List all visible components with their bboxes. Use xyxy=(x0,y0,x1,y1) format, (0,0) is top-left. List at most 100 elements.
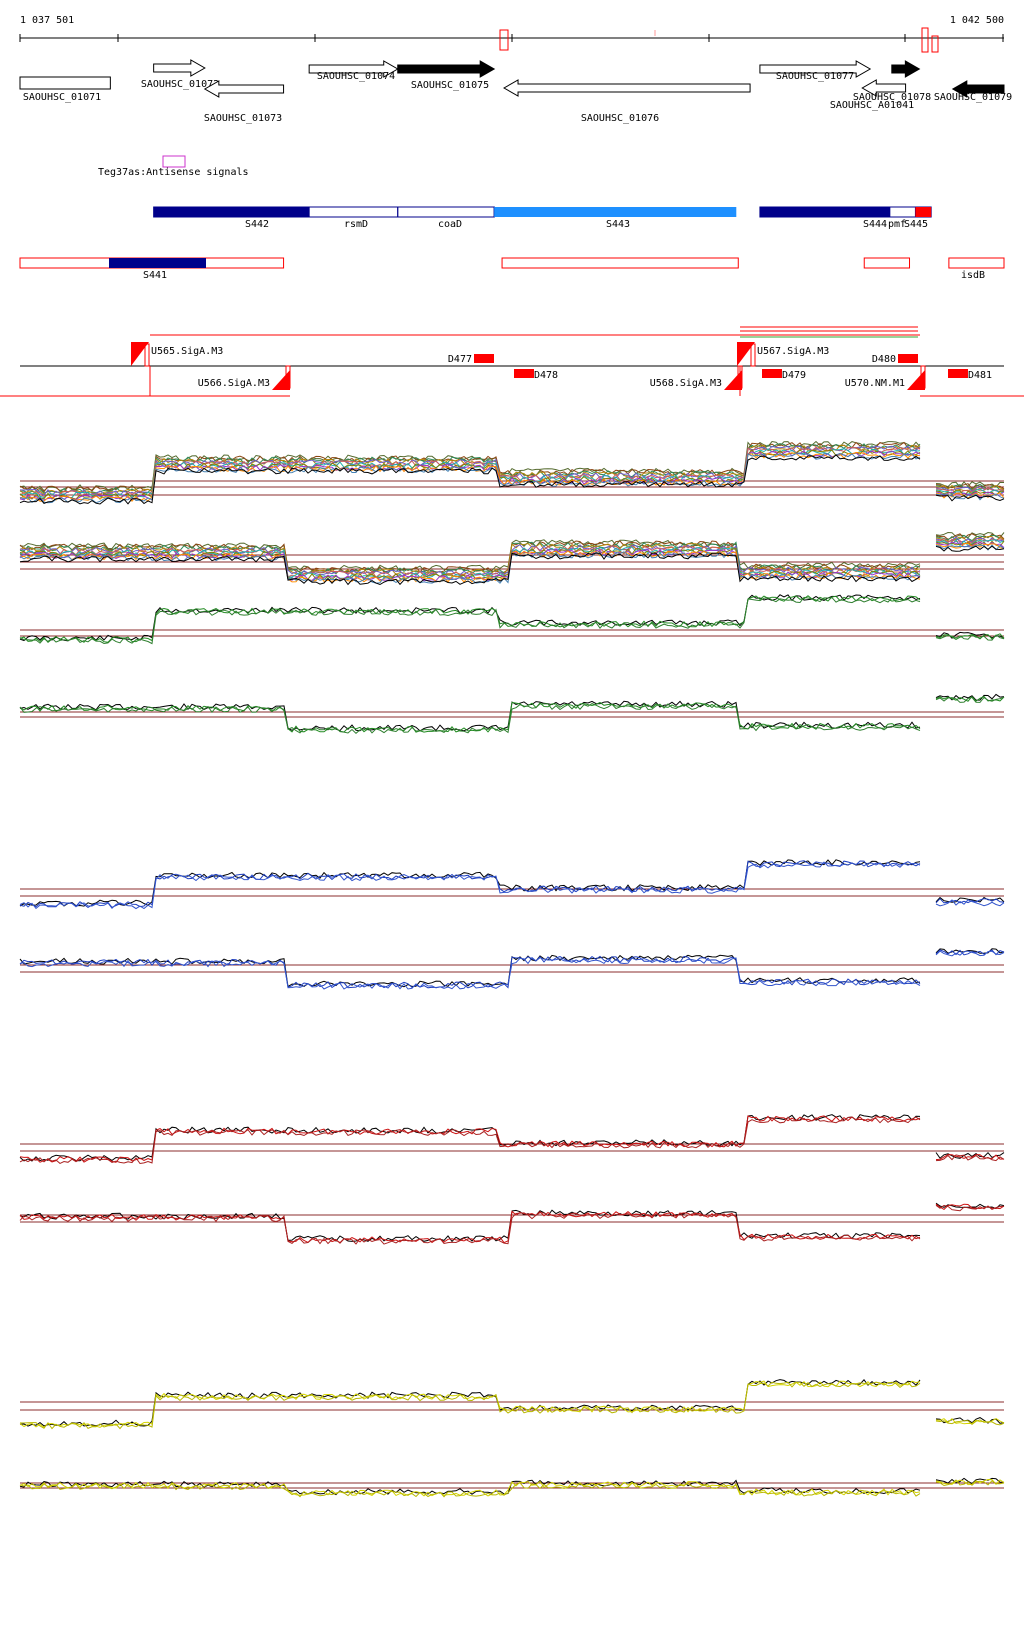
signal-trace xyxy=(19,1116,921,1165)
signal-panel xyxy=(19,531,1005,586)
signal-trace xyxy=(935,1202,1005,1210)
signal-trace xyxy=(19,1114,921,1162)
signal-trace xyxy=(935,540,1005,547)
signal-trace xyxy=(19,955,921,989)
segment-block xyxy=(759,207,890,217)
gene-arrow xyxy=(308,60,399,78)
signal-trace xyxy=(19,861,921,910)
signal-trace xyxy=(935,486,1005,493)
terminator-block xyxy=(474,354,494,363)
segment-block xyxy=(915,207,932,217)
signal-trace xyxy=(935,1479,1005,1487)
signal-trace xyxy=(935,537,1005,545)
signal-trace xyxy=(935,950,1005,957)
segment-label: S442 xyxy=(245,219,269,230)
promoter-label: U570.NM.M1 xyxy=(845,378,905,389)
signal-trace xyxy=(935,1154,1005,1161)
gene-label: SAOUHSC_01075 xyxy=(411,80,489,91)
signal-panel xyxy=(19,1379,1005,1430)
signal-panel xyxy=(19,1477,1005,1498)
signal-trace xyxy=(935,481,1005,489)
terminator-block xyxy=(898,354,918,363)
signal-trace xyxy=(935,633,1005,640)
promoter-mark xyxy=(724,370,742,390)
promoter-mark xyxy=(131,342,149,366)
signal-trace xyxy=(935,897,1005,904)
promoter-stem xyxy=(750,343,756,367)
signal-trace xyxy=(935,693,1005,701)
signal-trace xyxy=(935,899,1005,907)
segment-label: rsmD xyxy=(344,219,368,230)
signal-trace xyxy=(19,1381,921,1430)
gene-arrow xyxy=(861,79,907,97)
signal-trace xyxy=(935,948,1005,954)
signal-trace xyxy=(935,541,1005,548)
signal-trace xyxy=(19,956,921,990)
ruler-end-label: 1 042 500 xyxy=(950,15,1004,26)
signal-trace xyxy=(19,1482,921,1498)
signal-trace xyxy=(935,534,1005,542)
signal-trace xyxy=(19,1379,921,1427)
antisense-label: Teg37as:Antisense signals xyxy=(98,167,249,178)
signal-trace xyxy=(19,451,921,503)
promoter-label: U568.SigA.M3 xyxy=(650,378,722,389)
signal-trace xyxy=(935,949,1005,956)
terminator-block xyxy=(514,369,534,378)
antisense-swatch xyxy=(162,155,186,168)
signal-trace xyxy=(935,1154,1005,1162)
gene-label: SAOUHSC_A01041 xyxy=(830,100,914,111)
terminator-block xyxy=(948,369,968,378)
gene-arrow xyxy=(153,59,206,77)
signal-trace xyxy=(935,488,1005,495)
segment-block xyxy=(397,206,495,218)
signal-trace xyxy=(935,491,1005,499)
segment-block xyxy=(153,207,310,217)
signal-trace xyxy=(935,484,1005,492)
gene-arrow xyxy=(759,60,872,78)
signal-trace xyxy=(935,1419,1005,1426)
signal-trace xyxy=(19,443,921,494)
antisense-legend: Teg37as:Antisense signals xyxy=(98,155,249,178)
terminator-label: D478 xyxy=(534,370,558,381)
gene-arrow xyxy=(951,80,1005,98)
signal-trace xyxy=(935,696,1005,703)
segment-block xyxy=(109,258,206,268)
segment-label: S443 xyxy=(606,219,630,230)
gene-arrow xyxy=(891,60,921,78)
signal-trace xyxy=(19,702,921,734)
gene-label: SAOUHSC_01079 xyxy=(934,92,1012,103)
signal-panel xyxy=(19,440,1005,505)
signal-trace xyxy=(19,596,921,645)
terminator-block xyxy=(762,369,782,378)
segment-block xyxy=(308,206,399,218)
gene-arrow xyxy=(19,76,111,90)
segment-label: pmf xyxy=(888,219,906,230)
promoter-stem xyxy=(920,365,926,389)
transcription-unit-track: U565.SigA.M3 U567.SigA.M3 U566.SigA.M3 U568… xyxy=(0,326,1024,397)
signal-trace xyxy=(19,700,921,732)
promoter-mark xyxy=(737,342,755,366)
signal-trace xyxy=(935,535,1005,543)
gene-label: SAOUHSC_01071 xyxy=(23,92,101,103)
signal-trace xyxy=(935,542,1005,549)
gene-label: SAOUHSC_01074 xyxy=(317,71,395,82)
segment-label: isdB xyxy=(961,270,985,281)
signal-panel xyxy=(19,594,1005,645)
gene-label: SAOUHSC_01073 xyxy=(204,113,282,124)
coordinate-ruler: 1 037 501 1 042 500 xyxy=(19,15,1004,42)
signal-trace xyxy=(935,896,1005,903)
promoter-label: U567.SigA.M3 xyxy=(757,346,829,357)
signal-trace xyxy=(935,531,1005,539)
gene-label: SAOUHSC_01072 xyxy=(141,79,219,90)
signal-trace xyxy=(935,1151,1005,1159)
segment-label: S445 xyxy=(904,219,928,230)
signal-panel xyxy=(19,1202,1005,1245)
promoter-mark xyxy=(272,370,290,390)
signal-trace xyxy=(935,489,1005,498)
promoter-stem xyxy=(144,343,150,367)
signal-trace xyxy=(19,859,921,907)
segment-label: coaD xyxy=(438,219,462,230)
signal-trace xyxy=(935,631,1005,639)
signal-trace xyxy=(935,1478,1005,1486)
